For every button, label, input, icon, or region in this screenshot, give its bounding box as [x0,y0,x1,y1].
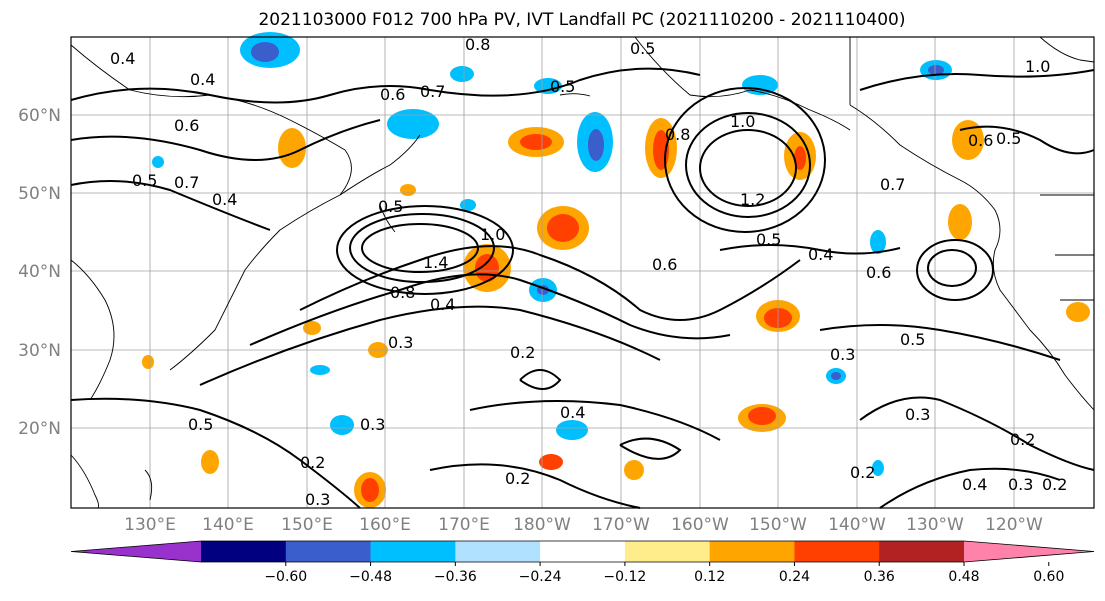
colorbar-tick-label: 0.60 [1033,569,1064,585]
lon-label: 170°W [592,515,650,535]
lon-label: 130°W [906,515,964,535]
contour-label: 1.0 [1025,57,1050,76]
pv-contours [70,67,1095,509]
contour-label: 0.7 [880,175,905,194]
lon-label: 170°E [438,515,490,535]
lon-label: 150°E [281,515,333,535]
colorbar: −0.60 −0.48 −0.36 −0.24 −0.12 0.12 0.24 0.36 0.4… [70,540,1095,585]
colorbar-segment [285,541,372,562]
contour-label: 0.6 [866,263,891,282]
lat-label: 40°N [18,262,61,282]
contour-label: 0.5 [188,415,213,434]
contour-labels: 0.4 0.4 0.6 0.7 0.5 0.4 0.6 0.7 0.5 0.8 … [110,35,1067,509]
contour-label: 0.8 [465,35,490,54]
longitude-labels: 130°E 140°E 150°E 160°E 170°E 180°W 170°… [124,515,1043,535]
colorbar-tick-label: 0.48 [948,569,979,585]
colorbar-segment [370,541,456,562]
contour-label: 0.3 [305,490,330,509]
contour-label: 0.6 [174,116,199,135]
contour-label: 0.4 [110,49,135,68]
lon-label: 180°W [513,515,571,535]
lat-label: 20°N [18,419,61,439]
colorbar-tick-label: −0.60 [264,569,307,585]
contour-label: 0.3 [905,405,930,424]
contour-label: 0.3 [830,345,855,364]
contour-label: 0.4 [560,403,585,422]
contour-label: 0.4 [430,295,455,314]
map-title: 2021103000 F012 700 hPa PV, IVT Landfall… [258,10,905,30]
contour-label: 0.4 [190,70,215,89]
contour-label: 0.6 [652,255,677,274]
latitude-labels: 60°N 50°N 40°N 30°N 20°N [18,106,61,439]
colorbar-segment [794,541,880,562]
contour-label: 0.2 [300,453,325,472]
contour-label: 0.5 [630,39,655,58]
contour-label: 0.2 [510,343,535,362]
contour-label: 1.4 [423,253,448,272]
map-panel: 0.4 0.4 0.6 0.7 0.5 0.4 0.6 0.7 0.5 0.8 … [70,32,1095,509]
contour-label: 0.8 [665,125,690,144]
contour-label: 0.7 [420,82,445,101]
colorbar-extend-low [71,541,201,562]
colorbar-segment [455,541,541,562]
lon-label: 140°W [828,515,886,535]
colorbar-segment [540,541,626,562]
lat-label: 50°N [18,184,61,204]
lon-label: 160°E [359,515,411,535]
contour-label: 0.5 [900,330,925,349]
lon-label: 160°W [671,515,729,535]
contour-label: 0.3 [1008,475,1033,494]
colorbar-tick-label: 0.24 [779,569,810,585]
colorbar-tick-label: −0.48 [349,569,392,585]
contour-label: 0.5 [132,171,157,190]
contour-label: 0.2 [1010,430,1035,449]
contour-label: 0.5 [378,197,403,216]
contour-label: 0.7 [174,173,199,192]
graticule [71,37,1094,508]
contour-label: 0.2 [850,463,875,482]
contour-label: 0.6 [380,85,405,104]
colorbar-tick-label: −0.36 [434,569,477,585]
lon-label: 150°W [749,515,807,535]
colorbar-extend-high [964,541,1094,562]
contour-label: 0.8 [390,283,415,302]
colorbar-outline [70,540,1095,563]
colorbar-tick-label: 0.12 [694,569,725,585]
colorbar-segment [709,541,795,562]
lon-label: 130°E [124,515,176,535]
lon-label: 140°E [202,515,254,535]
contour-label: 1.0 [480,225,505,244]
contour-label: 0.2 [505,469,530,488]
lon-label: 120°W [985,515,1043,535]
contour-label: 0.5 [550,77,575,96]
contour-label: 0.4 [808,245,833,264]
colorbar-tick-label: −0.12 [603,569,646,585]
contour-label: 1.2 [740,190,765,209]
colorbar-segment [879,541,965,562]
contour-label: 0.6 [968,131,993,150]
contour-label: 0.5 [756,230,781,249]
coastlines [70,36,1095,509]
contour-label: 0.3 [360,415,385,434]
contour-label: 0.5 [996,129,1021,148]
contour-label: 0.4 [212,190,237,209]
colorbar-tick-label: 0.36 [864,569,895,585]
lat-label: 30°N [18,341,61,361]
lat-label: 60°N [18,106,61,126]
contour-label: 0.3 [388,333,413,352]
colorbar-segment [201,541,287,562]
contour-label: 0.4 [962,475,987,494]
colorbar-tick-label: −0.24 [519,569,562,585]
contour-label: 0.2 [1042,475,1067,494]
contour-label: 1.0 [730,112,755,131]
colorbar-segment [624,541,711,562]
